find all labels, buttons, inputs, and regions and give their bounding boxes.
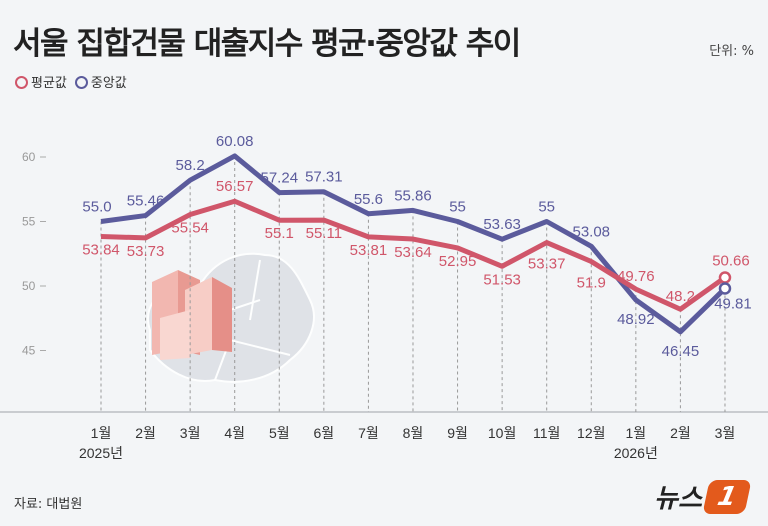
series-lines [100, 153, 732, 335]
mean-data-label: 50.66 [712, 252, 750, 269]
mean-line [100, 198, 727, 312]
x-tick-label: 7월 [358, 425, 379, 441]
median-data-label: 55.0 [82, 199, 111, 216]
mean-data-label: 51.53 [483, 271, 521, 288]
mean-data-label: 51.9 [577, 274, 606, 291]
mean-data-label: 52.95 [439, 253, 477, 270]
mean-data-label: 53.81 [350, 242, 388, 259]
median-data-label: 57.31 [305, 169, 343, 186]
median-data-label: 48.92 [617, 311, 655, 328]
x-tick-label: 11월 [533, 425, 560, 441]
median-data-label: 55 [449, 199, 466, 216]
median-data-label: 55 [538, 199, 555, 216]
x-tick-label: 6월 [314, 425, 335, 441]
mean-data-label: 55.54 [171, 220, 209, 237]
median-data-label: 49.81 [714, 295, 752, 312]
y-tick-label: 60 [22, 150, 36, 164]
mean-marker-icon [15, 76, 28, 89]
median-data-label: 58.2 [176, 157, 205, 174]
mean-data-label: 55.1 [265, 225, 294, 242]
x-tick-label: 10월 [488, 425, 516, 441]
x-tick-label: 5월 [269, 425, 290, 441]
median-marker-icon [74, 76, 88, 89]
x-tick-label: 1월 [91, 425, 112, 441]
median-data-label: 60.08 [216, 133, 254, 150]
mean-data-label: 53.64 [394, 244, 432, 261]
x-tick-label: 4월 [224, 425, 245, 441]
median-data-label: 53.63 [483, 216, 521, 233]
x-tick-label: 3월 [180, 425, 201, 441]
mean-data-label: 53.73 [127, 243, 165, 260]
source-label: 자료: 대법원 [14, 497, 83, 512]
median-data-label: 53.08 [572, 223, 610, 240]
median-data-label: 55.46 [127, 193, 165, 210]
x-tick-label: 3월 [715, 425, 736, 441]
median-data-label: 55.6 [354, 191, 383, 208]
x-tick-label: 2월 [135, 425, 156, 441]
unit-label: 단위: % [709, 44, 754, 59]
mean-data-label: 53.84 [82, 241, 120, 258]
year-label: 2025년 [79, 445, 123, 461]
median-end-marker [718, 282, 732, 295]
mean-data-label: 55.11 [306, 225, 342, 242]
x-tick-label: 12월 [577, 425, 605, 441]
y-tick-label: 50 [22, 279, 36, 293]
median-data-label: 57.24 [261, 170, 299, 187]
chart-title: 서울 집합건물 대출지수 평균·중앙값 추이 [13, 26, 521, 62]
x-tick-label: 9월 [447, 425, 468, 441]
mean-data-label: 56.57 [216, 178, 254, 195]
mean-end-marker [718, 271, 732, 284]
x-axis: 1월 2월 3월 4월 5월 6월 7월 8월 9월 10월 11월 12월 1월 2월 3월 2025년 20… [79, 425, 735, 461]
y-tick-label: 45 [22, 344, 36, 358]
legend-item-mean: 평균값 [15, 72, 67, 91]
mean-data-label: 49.76 [617, 268, 655, 285]
y-axis: 45 50 55 60 [0, 150, 768, 413]
x-tick-label: 8월 [403, 425, 424, 441]
building-illustration [152, 270, 232, 360]
legend: 평균값 중앙값 [15, 72, 127, 91]
y-tick-label: 55 [22, 215, 36, 229]
median-data-label: 46.45 [662, 343, 700, 360]
mean-data-label: 53.37 [528, 256, 566, 273]
data-labels: 53.84 53.73 55.54 56.57 55.1 55.11 53.81 53.64 5… [82, 133, 752, 360]
drop-lines [100, 155, 726, 412]
median-data-label: 55.86 [394, 187, 432, 204]
mean-data-label: 48.2 [666, 288, 695, 305]
legend-item-median: 중앙값 [74, 72, 127, 91]
x-tick-label: 1월 [626, 425, 647, 441]
news1-logo: 뉴스 1 [654, 478, 752, 515]
x-tick-label: 2월 [670, 425, 691, 441]
year-label: 2026년 [614, 445, 658, 461]
